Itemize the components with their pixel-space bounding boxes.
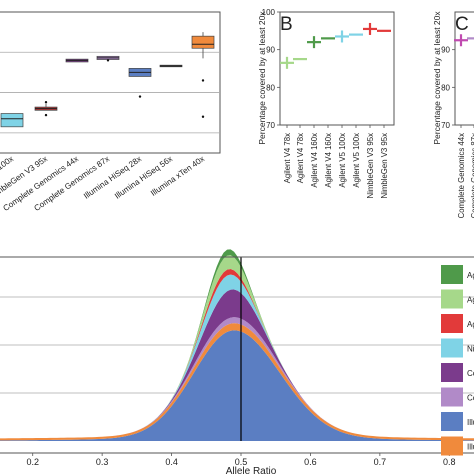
- panel-d-xtick-label: 0.5: [235, 457, 248, 467]
- panel-d-legend-swatch: [441, 387, 463, 407]
- panel-b-label: B: [280, 14, 293, 35]
- panel-d-areas: [0, 249, 474, 441]
- panel-d-xtick-label: 0.4: [165, 457, 178, 467]
- panel-b-xtick-label: Agilent V4 160x: [310, 133, 319, 188]
- panel-b-frame: [279, 11, 395, 126]
- panel-d-legend-label: Ag: [467, 296, 474, 305]
- panel-d-xtick-label: 0.8: [443, 457, 456, 467]
- panel-c-frame: [454, 11, 474, 126]
- panel-d-legend: Ag Ag Ag Nim Co Co Illu Illu: [441, 265, 474, 456]
- panel-a-outlier: [201, 115, 205, 118]
- panel-a-box: [0, 113, 24, 128]
- panel-c-xtick-labels: Complete Genomics 44x Complete Genomics 8…: [457, 125, 474, 218]
- panel-d-xtick-label: 0.2: [26, 457, 39, 467]
- panel-b-markers: [280, 22, 391, 69]
- panel-a-xtick-label: Illumina xTen 40x: [149, 154, 206, 198]
- panel-c-ylabel: Percentage covered by at least 20x: [432, 11, 442, 145]
- panel-a-gridlines: [0, 51, 220, 134]
- panel-d: 0.20.30.40.50.60.70.8 Allele Ratio AgAgA…: [0, 249, 474, 474]
- panel-b-xtick-label: Agilent V4 78x: [283, 133, 292, 183]
- panel-d-legend-swatch: [441, 436, 463, 456]
- panel-a-outlier: [106, 59, 110, 62]
- panel-b-xtick-label: Agilent V4 78x: [296, 133, 305, 183]
- panel-b-xtick-label: NimbleGen V3 95x: [380, 133, 389, 199]
- panel-d-legend-label: Illu: [467, 443, 474, 452]
- panel-a-boxes: [0, 32, 215, 128]
- panel-c-xtick-label: Complete Genomics 44x: [457, 133, 466, 218]
- panel-b-ytick-label: 70: [266, 121, 275, 130]
- panel-a-outlier: [44, 101, 48, 104]
- panel-a-outlier: [138, 95, 142, 98]
- panel-b-ylabel: Percentage covered by at least 20x: [257, 11, 267, 145]
- panel-d-xlabel: Allele Ratio: [226, 466, 277, 474]
- panel-c-label: C: [455, 14, 469, 35]
- panel-b-ytick-label: 80: [266, 83, 275, 92]
- panel-d-xtick-label: 0.3: [96, 457, 109, 467]
- panel-d-xtick-label: 0.6: [304, 457, 317, 467]
- panel-c-ytick-label: 80: [441, 83, 450, 92]
- panel-d-legend-swatch: [441, 412, 463, 431]
- panel-a-outlier: [201, 79, 205, 82]
- panel-b-ytick-label: 100: [262, 8, 276, 17]
- panel-b-xtick-label: Agilent V5 100x: [338, 133, 347, 188]
- panel-c-xtick-label: Complete Genomics 87x: [470, 133, 474, 218]
- panel-c-ytick-label: 90: [441, 46, 450, 55]
- panel-d-xtick-labels: 0.2 0.3 0.4 0.5 0.6 0.7 0.8: [26, 453, 456, 467]
- panel-a-box: [191, 35, 215, 49]
- panel-a-xtick-label: Illumina HiSeq 56x: [113, 154, 174, 201]
- panel-d-legend-label: Co: [467, 394, 474, 403]
- panel-c-ytick-label: 70: [441, 121, 450, 130]
- panel-b-xtick-label: Agilent V4 160x: [324, 133, 333, 188]
- panel-d-legend-label: Illu: [467, 418, 474, 427]
- panel-b-xtick-labels: Agilent V4 78x Agilent V4 78x Agilent V4 1…: [283, 125, 389, 198]
- panel-b: B Percentage covered by at least 20x 70 8…: [257, 8, 395, 198]
- panel-d-legend-swatch: [441, 314, 463, 333]
- panel-d-legend-label: Ag: [467, 271, 474, 280]
- panel-d-xtick-label: 0.7: [374, 457, 387, 467]
- panel-d-legend-swatch: [441, 338, 463, 358]
- panel-d-legend-swatch: [441, 289, 463, 309]
- panel-a-frame: [0, 11, 221, 154]
- panel-b-yticks: 70 80 90 100: [262, 8, 280, 130]
- panel-a-outlier: [44, 113, 48, 117]
- panel-b-xtick-label: Agilent V5 100x: [352, 133, 361, 188]
- panel-d-series-area: [0, 330, 474, 441]
- panel-c-markers: [454, 34, 474, 47]
- panel-b-ytick-label: 90: [266, 46, 275, 55]
- panel-d-legend-swatch: [441, 363, 463, 382]
- panel-d-legend-swatch: [441, 265, 463, 284]
- panel-c-yticks: 70 80 90: [441, 46, 455, 130]
- panel-d-legend-label: Ag: [467, 320, 474, 329]
- panel-d-legend-label: Nim: [467, 345, 474, 354]
- panel-d-legend-label: Co: [467, 369, 474, 378]
- panel-a-xtick-label: ...100x: [0, 154, 15, 175]
- panel-c: C Percentage covered by at least 20x 70 8…: [432, 11, 474, 218]
- panel-b-xtick-label: NimbleGen V3 95x: [366, 133, 375, 199]
